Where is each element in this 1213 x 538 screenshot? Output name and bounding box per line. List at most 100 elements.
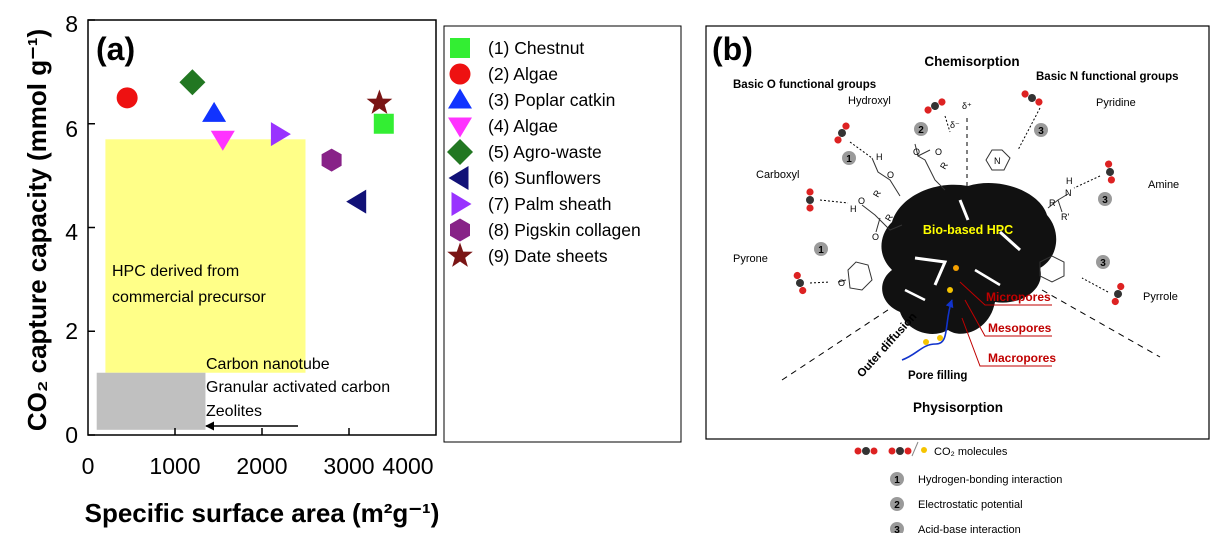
interaction-badge: 2: [914, 122, 928, 136]
label-hydroxyl: Hydroxyl: [848, 95, 891, 107]
svg-text:1: 1: [846, 154, 852, 165]
svg-text:δ⁻: δ⁻: [950, 120, 960, 130]
label-pyrrole: Pyrrole: [1143, 291, 1178, 303]
co2-dot: [947, 287, 953, 293]
y-tick-label: 6: [65, 116, 78, 142]
divider-right: [1041, 289, 1161, 358]
label-pyridine: Pyridine: [1096, 97, 1136, 109]
data-point: [366, 89, 393, 114]
legend-label: (3) Poplar catkin: [488, 90, 615, 110]
legend-marker: [451, 192, 472, 216]
divider-left: [781, 299, 904, 381]
x-tick-label: 2000: [236, 453, 287, 479]
mesopores-label: Mesopores: [988, 321, 1052, 335]
region-other-label: Zeolites: [206, 403, 262, 420]
legend-marker: [449, 63, 471, 85]
legend-badge: 2: [890, 497, 904, 511]
legend-frame: [443, 25, 682, 443]
svg-text:3: 3: [1102, 195, 1108, 206]
co2-molecule: [806, 188, 814, 212]
svg-text:O: O: [858, 196, 865, 206]
svg-text:H: H: [850, 204, 857, 214]
diagram-legend: CO₂ molecules 1 Hydrogen-bonding interac…: [854, 441, 1062, 536]
legend-label: (2) Algae: [488, 64, 558, 84]
data-point: [346, 189, 367, 214]
svg-text:N: N: [1065, 188, 1072, 198]
svg-text:δ⁺: δ⁺: [962, 101, 972, 111]
y-tick-label: 0: [65, 422, 78, 448]
interaction-badge: 3: [1096, 255, 1110, 269]
legend-label: (9) Date sheets: [488, 246, 608, 266]
legend-marker: [448, 88, 472, 109]
svg-text:O: O: [872, 232, 879, 242]
legend-marker: [447, 242, 473, 267]
svg-text:O: O: [913, 147, 920, 157]
svg-text:1: 1: [818, 245, 824, 256]
atom-labels: H O R δ⁺ δ⁻ O O R H O O R O N R N H R': [838, 101, 1073, 288]
legend-label: (8) Pigskin collagen: [488, 220, 641, 240]
legend-badge: 3: [890, 522, 904, 536]
region-other-materials: [96, 372, 206, 430]
region-other-label: Granular activated carbon: [206, 379, 390, 396]
legend-marker: [448, 117, 472, 138]
legend-electrostatic: Electrostatic potential: [918, 499, 1023, 511]
data-points: [116, 69, 394, 214]
interaction-lines: [809, 107, 1109, 293]
diffusion-path: [901, 299, 954, 361]
co2-dot: [937, 335, 943, 341]
y-axis-label: CO₂ capture capacity (mmol g⁻¹): [22, 29, 52, 431]
svg-text:R: R: [1049, 198, 1056, 208]
interaction-badge: 1: [842, 151, 856, 165]
svg-text:R: R: [871, 188, 883, 199]
x-axis-label: Specific surface area (m²g⁻¹): [85, 498, 440, 528]
region-hpc-label: commercial precursor: [112, 289, 266, 306]
x-tick-label: 3000: [323, 453, 374, 479]
pore-filling-label: Pore filling: [908, 370, 967, 382]
interaction-badge: 1: [814, 242, 828, 256]
svg-text:1: 1: [894, 475, 900, 486]
svg-text:2: 2: [894, 500, 900, 511]
region-hpc-commercial: [105, 139, 306, 373]
legend-hydrogen-bonding: Hydrogen-bonding interaction: [918, 474, 1062, 486]
y-tick-label: 4: [65, 219, 78, 245]
svg-text:2: 2: [918, 125, 924, 136]
interaction-badge: 3: [1098, 192, 1112, 206]
axis-ticks: [88, 19, 350, 436]
legend-marker: [448, 166, 469, 190]
svg-text:O: O: [838, 278, 845, 288]
diagram-b: (b) Chemisorption Physisorption Basic O …: [705, 25, 1210, 440]
legend-label: (7) Palm sheath: [488, 194, 612, 214]
legend-badge: 1: [890, 472, 904, 486]
y-tick-label: 2: [65, 318, 78, 344]
svg-text:R: R: [938, 160, 950, 171]
legend-marker: [450, 218, 470, 242]
co2-legend-icon: [854, 441, 927, 457]
chemisorption-title: Chemisorption: [924, 54, 1019, 69]
co2-dot: [953, 265, 959, 271]
functional-groups: [837, 143, 1069, 291]
data-point: [373, 113, 394, 134]
pore-leader-lines: [959, 281, 1052, 367]
svg-text:3: 3: [894, 525, 900, 533]
region-other-label: Carbon nanotube: [206, 356, 330, 373]
legend-a: (1) Chestnut (2) Algae (3) Poplar catkin (4…: [443, 25, 682, 443]
data-point: [210, 130, 235, 151]
co2-dot: [923, 339, 929, 345]
chart-a: 0 2 4 6 8 0 1000 2000 3000 4000 Specific…: [22, 11, 439, 528]
label-amine: Amine: [1148, 179, 1179, 191]
panel-label-a: (a): [96, 31, 135, 67]
svg-text:3: 3: [1100, 258, 1106, 269]
data-point: [116, 87, 138, 109]
basic-n-groups-label: Basic N functional groups: [1036, 71, 1179, 83]
physisorption-title: Physisorption: [913, 400, 1003, 415]
svg-text:N: N: [994, 156, 1001, 166]
legend-marker: [450, 38, 470, 58]
legend-label: (4) Algae: [488, 116, 558, 136]
data-point: [321, 148, 342, 172]
legend-label: (1) Chestnut: [488, 38, 584, 58]
region-hpc-label: HPC derived from: [112, 263, 239, 280]
macropores-label: Macropores: [988, 351, 1056, 365]
svg-text:O: O: [887, 170, 894, 180]
data-point: [179, 69, 206, 96]
svg-text:3: 3: [1038, 126, 1044, 137]
